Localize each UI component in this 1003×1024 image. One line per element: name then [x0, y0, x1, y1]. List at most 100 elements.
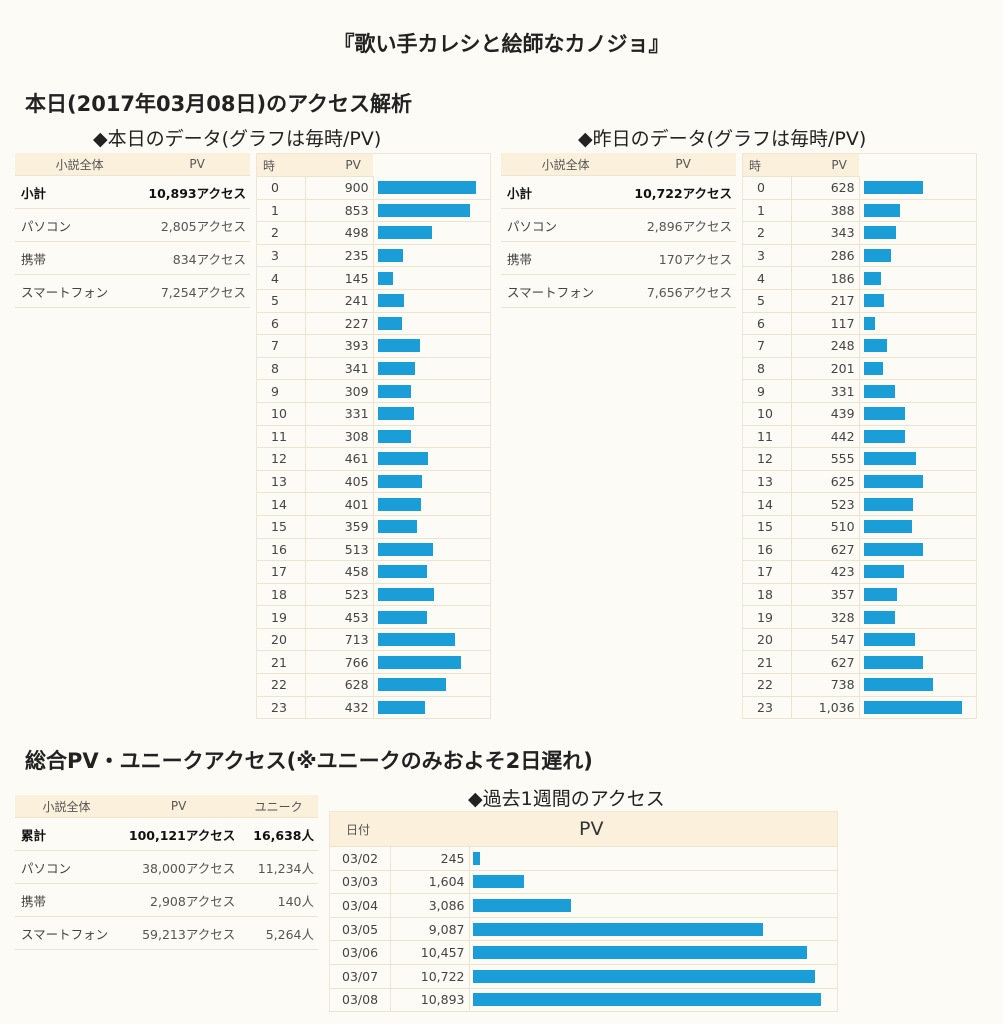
bar-cell — [859, 673, 977, 697]
pv-value: 713 — [305, 628, 374, 652]
pv-value: 523 — [305, 583, 374, 607]
pv-value: 627 — [791, 650, 860, 675]
hour-cell: 4 — [742, 266, 792, 290]
pv-bar — [377, 655, 461, 669]
pv-value: 343 — [791, 221, 860, 245]
bar-cell — [859, 425, 977, 449]
column-header: ユニーク — [239, 795, 318, 818]
pv-value: 117 — [791, 312, 860, 336]
hourly-row: 6 227 — [256, 312, 491, 336]
hourly-row: 4 186 — [742, 266, 977, 290]
hour-cell: 2 — [256, 221, 306, 245]
summary-value: 2,896アクセス — [630, 208, 736, 242]
date-cell: 03/04 — [329, 893, 391, 918]
pv-bar — [377, 452, 428, 466]
hourly-row: 19 453 — [256, 605, 491, 629]
pv-value: 10,893 — [390, 988, 470, 1013]
pv-bar — [377, 497, 422, 511]
pv-value: 217 — [791, 289, 860, 313]
summary-header-row: 小説全体 PV ユニーク — [15, 795, 318, 818]
summary-value: 10,722アクセス — [630, 175, 736, 209]
pv-value: 498 — [305, 221, 374, 245]
pv-value: 393 — [305, 334, 374, 358]
pv-bar — [472, 851, 481, 865]
hourly-row: 14 401 — [256, 492, 491, 516]
pv-bar — [472, 969, 815, 983]
hour-cell: 8 — [742, 357, 792, 381]
pv-bar — [472, 922, 763, 936]
summary-value: 10,893アクセス — [144, 175, 250, 209]
summary-value: 170アクセス — [630, 241, 736, 275]
hour-cell: 12 — [256, 447, 306, 471]
pv-bar — [377, 316, 403, 330]
hour-cell: 10 — [742, 402, 792, 426]
hour-cell: 23 — [742, 696, 792, 720]
total-summary-table: 小説全体 PV ユニーク 累計 100,121アクセス 16,638人 パソコン 38,000… — [15, 795, 318, 950]
pv-bar — [863, 475, 923, 489]
hourly-row: 20 713 — [256, 628, 491, 652]
pv-bar — [377, 610, 427, 624]
bar-cell — [859, 560, 977, 584]
pv-value: 853 — [305, 199, 374, 223]
hourly-row: 11 442 — [742, 425, 977, 449]
hourly-row: 10 439 — [742, 402, 977, 426]
bar-cell — [373, 696, 491, 720]
column-header: 小説全体 — [15, 153, 145, 176]
hourly-row: 19 328 — [742, 605, 977, 629]
pv-bar — [472, 946, 807, 960]
bar-cell — [859, 605, 977, 629]
bar-cell — [373, 402, 491, 426]
pv-value: 1,036 — [791, 696, 860, 720]
pv-bar — [377, 678, 446, 692]
pv-bar — [863, 700, 962, 714]
pv-bar — [472, 875, 524, 889]
bar-cell — [859, 379, 977, 403]
hourly-row: 9 309 — [256, 379, 491, 403]
pv-bar — [863, 316, 875, 330]
date-cell: 03/03 — [329, 870, 391, 895]
summary-value: 7,254アクセス — [144, 274, 250, 308]
column-header: 日付 — [329, 811, 390, 847]
hour-cell: 10 — [256, 402, 306, 426]
pv-value: 442 — [791, 425, 860, 449]
hourly-row: 5 217 — [742, 289, 977, 313]
summary-label: 小計 — [15, 175, 145, 209]
bar-cell — [859, 266, 977, 290]
pv-bar — [863, 587, 898, 601]
hourly-row: 7 248 — [742, 334, 977, 358]
bar-cell — [859, 402, 977, 426]
pv-value: 547 — [791, 628, 860, 652]
column-header: PV — [791, 153, 860, 177]
bar-cell — [373, 492, 491, 516]
pv-value: 9,087 — [390, 917, 470, 942]
hourly-row: 12 461 — [256, 447, 491, 471]
date-cell: 03/05 — [329, 917, 391, 942]
pv-value: 341 — [305, 357, 374, 381]
weekly-row: 03/03 1,604 — [329, 870, 838, 895]
hourly-row: 0 628 — [742, 176, 977, 200]
pv-value: 331 — [305, 402, 374, 426]
hour-cell: 5 — [256, 289, 306, 313]
hour-cell: 20 — [742, 628, 792, 652]
hourly-row: 18 523 — [256, 583, 491, 607]
pv-value: 245 — [390, 846, 470, 871]
hour-cell: 5 — [742, 289, 792, 313]
hour-cell: 17 — [256, 560, 306, 584]
bar-cell — [373, 266, 491, 290]
bar-cell — [859, 447, 977, 471]
pv-bar — [863, 542, 923, 556]
pv-bar — [863, 271, 882, 285]
summary-label: 携帯 — [501, 241, 631, 275]
pv-value: 458 — [305, 560, 374, 584]
column-header-spacer — [390, 811, 469, 847]
summary-row: パソコン 2,896アクセス — [501, 208, 736, 242]
summary-row: スマートフォン 59,213アクセス 5,264人 — [15, 916, 318, 950]
pv-value: 359 — [305, 515, 374, 539]
weekly-row: 03/06 10,457 — [329, 940, 838, 965]
pv-value: 227 — [305, 312, 374, 336]
weekly-row: 03/02 245 — [329, 846, 838, 871]
pv-value: 628 — [791, 176, 860, 200]
pv-value: 309 — [305, 379, 374, 403]
pv-value: 10,457 — [390, 940, 470, 965]
pv-bar — [863, 610, 895, 624]
